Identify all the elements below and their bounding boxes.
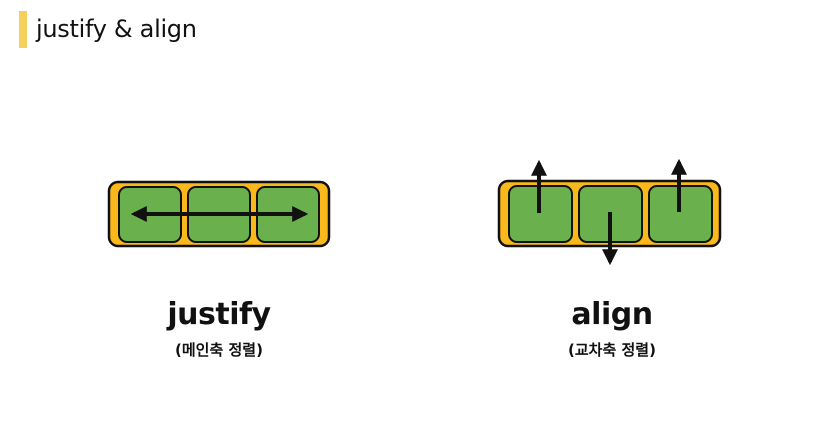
align-label: align bbox=[571, 297, 653, 332]
align-sublabel: (교차축 정렬) bbox=[568, 341, 656, 359]
align-diagram bbox=[497, 158, 722, 266]
justify-sublabel: (메인축 정렬) bbox=[175, 341, 263, 359]
justify-label: justify bbox=[167, 297, 271, 332]
justify-diagram bbox=[107, 180, 331, 248]
title-accent-bar bbox=[19, 11, 27, 48]
page-title: justify & align bbox=[36, 15, 197, 43]
